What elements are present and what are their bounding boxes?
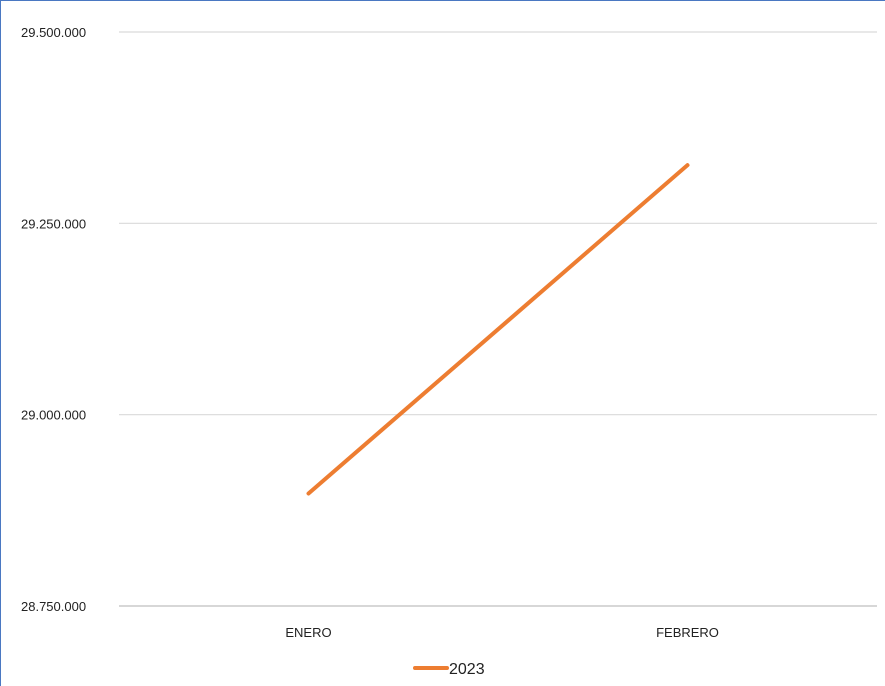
series-lines — [306, 163, 690, 496]
x-axis-tick-labels: ENERO FEBRERO — [285, 625, 719, 640]
y-axis-tick-labels: 29.500.000 29.250.000 29.000.000 28.750.000 — [21, 25, 86, 614]
y-tick-label: 29.500.000 — [21, 25, 86, 40]
x-tick-label: FEBRERO — [656, 625, 719, 640]
legend: 2023 — [413, 661, 485, 678]
y-tick-label: 29.250.000 — [21, 216, 86, 231]
legend-label: 2023 — [449, 661, 485, 678]
x-tick-label: ENERO — [285, 625, 331, 640]
gridlines — [119, 31, 877, 607]
series-line-2023 — [306, 163, 690, 496]
y-tick-label: 28.750.000 — [21, 599, 86, 614]
y-tick-label: 29.000.000 — [21, 408, 86, 423]
